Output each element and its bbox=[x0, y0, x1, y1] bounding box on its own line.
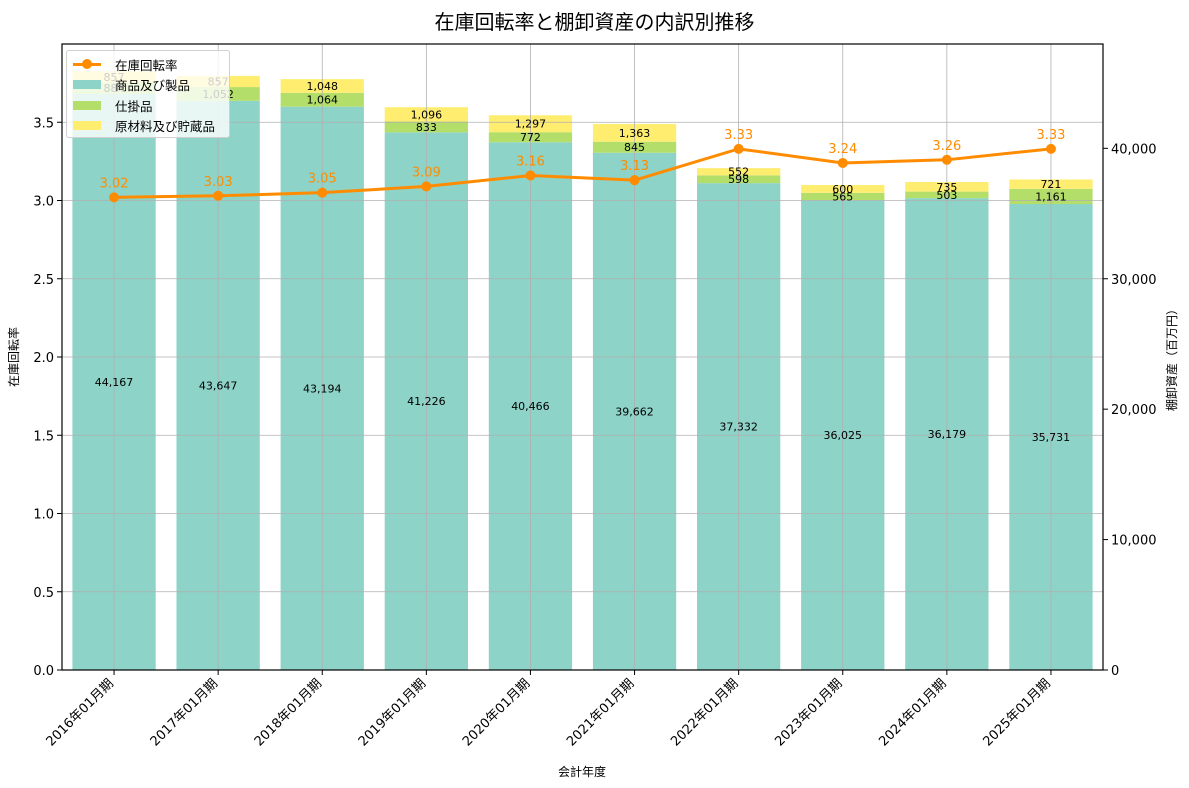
turnover-value-label: 3.26 bbox=[932, 139, 961, 154]
turnover-value-label: 3.33 bbox=[724, 128, 753, 143]
bar-value-label: 833 bbox=[416, 121, 437, 134]
bar-value-label: 1,064 bbox=[307, 94, 339, 107]
turnover-value-label: 3.02 bbox=[100, 176, 129, 191]
bar-value-label: 1,048 bbox=[307, 80, 339, 93]
x-tick-label: 2022年01月期 bbox=[668, 676, 741, 749]
turnover-value-label: 3.05 bbox=[308, 172, 337, 187]
swatch-icon bbox=[73, 80, 101, 90]
line-marker-icon bbox=[73, 58, 101, 69]
bar-value-label: 598 bbox=[728, 173, 749, 186]
bar-value-label: 37,332 bbox=[719, 421, 758, 434]
legend-label: 在庫回転率 bbox=[115, 57, 178, 73]
bar-value-label: 503 bbox=[936, 189, 957, 202]
x-tick-label: 2020年01月期 bbox=[460, 676, 533, 749]
swatch-icon bbox=[73, 121, 101, 131]
x-tick-label: 2018年01月期 bbox=[252, 676, 325, 749]
x-tick-label: 2023年01月期 bbox=[772, 676, 845, 749]
turnover-marker bbox=[317, 187, 328, 198]
turnover-marker bbox=[629, 175, 640, 186]
x-tick-label: 2025年01月期 bbox=[980, 676, 1053, 749]
bar-value-label: 735 bbox=[936, 181, 957, 194]
bar-value-label: 845 bbox=[624, 141, 645, 154]
legend: 在庫回転率 商品及び製品 仕掛品 原材料及び貯蔵品 bbox=[66, 50, 230, 138]
x-tick-label: 2019年01月期 bbox=[356, 676, 429, 749]
turnover-value-label: 3.13 bbox=[620, 159, 649, 174]
left-tick-label: 0.0 bbox=[33, 664, 54, 679]
bar-value-label: 1,297 bbox=[515, 118, 547, 131]
legend-item-raw: 原材料及び貯蔵品 bbox=[73, 116, 229, 137]
left-tick-label: 2.5 bbox=[33, 273, 54, 288]
legend-label: 仕掛品 bbox=[115, 98, 153, 114]
left-tick-label: 2.0 bbox=[33, 351, 54, 366]
bar-value-label: 41,226 bbox=[407, 395, 446, 408]
x-tick-label: 2021年01月期 bbox=[564, 676, 637, 749]
bar-value-label: 43,194 bbox=[303, 382, 342, 395]
turnover-marker bbox=[1045, 143, 1056, 154]
bar-value-label: 1,096 bbox=[411, 108, 443, 121]
chart-title: 在庫回転率と棚卸資産の内訳別推移 bbox=[434, 10, 755, 34]
bar-value-label: 600 bbox=[832, 183, 853, 196]
turnover-marker bbox=[837, 157, 848, 168]
right-tick-label: 40,000 bbox=[1111, 142, 1157, 157]
bar-value-label: 43,647 bbox=[199, 379, 238, 392]
right-tick-label: 20,000 bbox=[1111, 403, 1157, 418]
bar-value-label: 565 bbox=[832, 190, 853, 203]
turnover-marker bbox=[941, 154, 952, 165]
legend-label: 原材料及び貯蔵品 bbox=[115, 119, 216, 135]
swatch-icon bbox=[73, 100, 101, 110]
turnover-marker bbox=[213, 190, 224, 201]
bar-value-label: 721 bbox=[1040, 178, 1061, 191]
left-tick-label: 1.5 bbox=[33, 429, 54, 444]
legend-label: 商品及び製品 bbox=[115, 78, 191, 94]
bar-value-label: 1,363 bbox=[619, 127, 651, 140]
left-tick-label: 1.0 bbox=[33, 508, 54, 523]
legend-item-turnover: 在庫回転率 bbox=[73, 54, 229, 75]
bar-value-label: 39,662 bbox=[615, 405, 654, 418]
left-tick-label: 3.0 bbox=[33, 195, 54, 210]
turnover-value-label: 3.16 bbox=[516, 154, 545, 169]
bar-value-label: 44,167 bbox=[95, 376, 134, 389]
turnover-marker bbox=[109, 192, 120, 203]
right-tick-label: 0 bbox=[1111, 664, 1119, 679]
bar-value-label: 1,161 bbox=[1035, 190, 1067, 203]
turnover-value-label: 3.09 bbox=[412, 165, 441, 180]
bar-value-label: 36,025 bbox=[824, 429, 863, 442]
right-tick-label: 30,000 bbox=[1111, 273, 1157, 288]
turnover-value-label: 3.03 bbox=[204, 175, 233, 190]
bar-value-label: 772 bbox=[520, 131, 541, 144]
turnover-value-label: 3.33 bbox=[1036, 128, 1065, 143]
turnover-marker bbox=[733, 143, 744, 154]
bar-value-label: 36,179 bbox=[928, 428, 967, 441]
right-tick-label: 10,000 bbox=[1111, 534, 1157, 549]
bar-value-label: 35,731 bbox=[1032, 431, 1071, 444]
x-tick-label: 2017年01月期 bbox=[148, 676, 221, 749]
right-axis-label: 棚卸資産（百万円） bbox=[1164, 303, 1179, 411]
turnover-value-label: 3.24 bbox=[828, 142, 857, 157]
turnover-line bbox=[114, 147, 1052, 199]
left-tick-label: 0.5 bbox=[33, 586, 54, 601]
left-tick-label: 3.5 bbox=[33, 116, 54, 131]
x-tick-label: 2016年01月期 bbox=[44, 676, 117, 749]
bar-value-label: 40,466 bbox=[511, 400, 550, 413]
bar-value-label: 552 bbox=[728, 166, 749, 179]
turnover-marker bbox=[421, 181, 432, 192]
x-axis-label: 会計年度 bbox=[558, 764, 606, 779]
turnover-marker bbox=[525, 170, 536, 181]
x-tick-label: 2024年01月期 bbox=[876, 676, 949, 749]
left-axis-label: 在庫回転率 bbox=[6, 327, 21, 387]
legend-item-goods: 商品及び製品 bbox=[73, 75, 229, 96]
legend-item-wip: 仕掛品 bbox=[73, 95, 229, 116]
